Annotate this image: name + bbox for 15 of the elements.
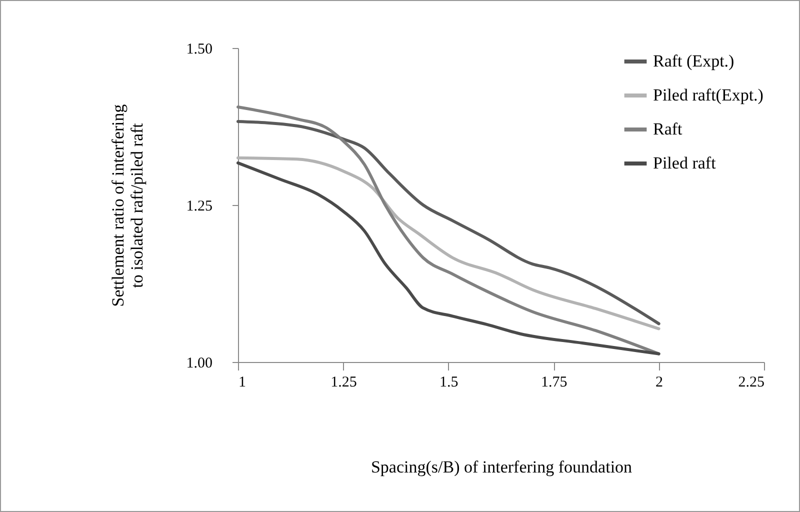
legend-label: Piled raft bbox=[653, 154, 716, 172]
x-tick-label: 1 bbox=[238, 374, 246, 390]
x-tick-label: 1.75 bbox=[540, 374, 568, 390]
y-tick-label: 1.50 bbox=[186, 42, 212, 58]
y-tick-label: 1.25 bbox=[186, 198, 212, 214]
x-tick-label: 1.25 bbox=[330, 374, 357, 390]
x-tick-label: 2.25 bbox=[738, 374, 764, 390]
legend-label: Piled raft(Expt.) bbox=[653, 86, 764, 104]
x-tick-label: 1.5 bbox=[440, 374, 458, 390]
legend-label: Raft bbox=[653, 120, 683, 138]
x-axis-title: Spacing(s/B) of interfering foundation bbox=[370, 458, 633, 476]
y-tick-label: 1.00 bbox=[186, 356, 212, 372]
legend-label: Raft (Expt.) bbox=[653, 52, 734, 70]
y-axis-title: Settlement ratio of interfering to isolated raft/piled raft bbox=[108, 104, 146, 307]
x-tick-label: 2 bbox=[656, 374, 664, 390]
